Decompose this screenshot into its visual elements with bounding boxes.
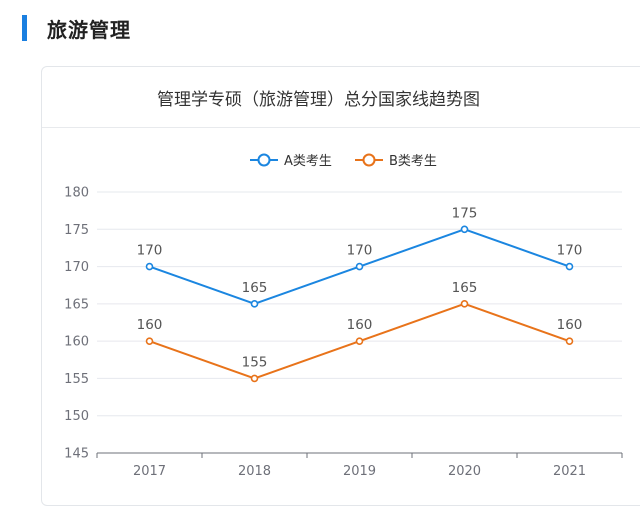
data-point[interactable] [145,337,154,345]
data-label: 170 [557,243,583,259]
section-title: 旅游管理 [47,17,131,42]
data-point[interactable] [460,225,469,234]
legend-label: B类考生 [389,154,437,169]
y-tick-label: 155 [64,372,89,387]
data-label: 160 [557,317,583,333]
x-tick-label: 2019 [343,464,376,479]
y-tick-label: 145 [64,447,89,462]
data-point[interactable] [355,337,364,345]
legend[interactable]: A类考生 B类考生 [250,153,437,169]
series-group: 170 165 170 175 170 160 155 160 165 160 [137,205,583,383]
legend-item-a[interactable]: A类考生 [250,153,332,169]
x-tick-label: 2018 [238,464,271,479]
series-b: 160 155 160 165 160 [137,280,583,383]
y-tick-label: 175 [64,223,89,238]
data-label: 175 [452,205,478,221]
chart-card: 管理学专硕（旅游管理）总分国家线趋势图 145 150 155 160 165 170 17… [41,66,640,506]
data-label: 170 [347,243,373,259]
section-header: 旅游管理 [22,14,131,42]
line-chart: 145 150 155 160 165 170 175 180 2017 2018 2019 2020… [64,153,623,479]
data-label: 165 [242,280,268,296]
legend-marker [362,153,376,167]
legend-item-b[interactable]: B类考生 [355,153,437,169]
grid-lines [97,191,622,417]
data-point[interactable] [565,262,574,271]
data-point[interactable] [565,337,574,345]
data-point[interactable] [250,374,259,383]
y-tick-label: 150 [64,409,89,424]
data-point[interactable] [460,300,469,308]
x-tick-label: 2017 [133,464,166,479]
y-tick-label: 170 [64,260,89,275]
y-tick-label: 165 [64,297,89,312]
data-label: 165 [452,280,478,296]
data-point[interactable] [145,262,154,271]
chart-title: 管理学专硕（旅游管理）总分国家线趋势图 [157,89,480,110]
x-tick-label: 2020 [448,464,481,479]
data-point[interactable] [355,262,364,271]
chart-card-header: 管理学专硕（旅游管理）总分国家线趋势图 [42,67,640,128]
y-tick-label: 180 [64,186,89,201]
legend-marker [257,153,271,167]
data-point[interactable] [250,300,259,308]
series-a: 170 165 170 175 170 [137,205,583,308]
data-label: 155 [242,354,268,370]
section-accent-bar [22,15,27,41]
data-label: 160 [347,317,373,333]
data-label: 170 [137,243,163,259]
legend-label: A类考生 [284,154,332,169]
x-tick-label: 2021 [553,464,586,479]
data-label: 160 [137,317,163,333]
axes: 145 150 155 160 165 170 175 180 2017 2018 2019 2020… [64,186,623,479]
y-tick-label: 160 [64,335,89,350]
